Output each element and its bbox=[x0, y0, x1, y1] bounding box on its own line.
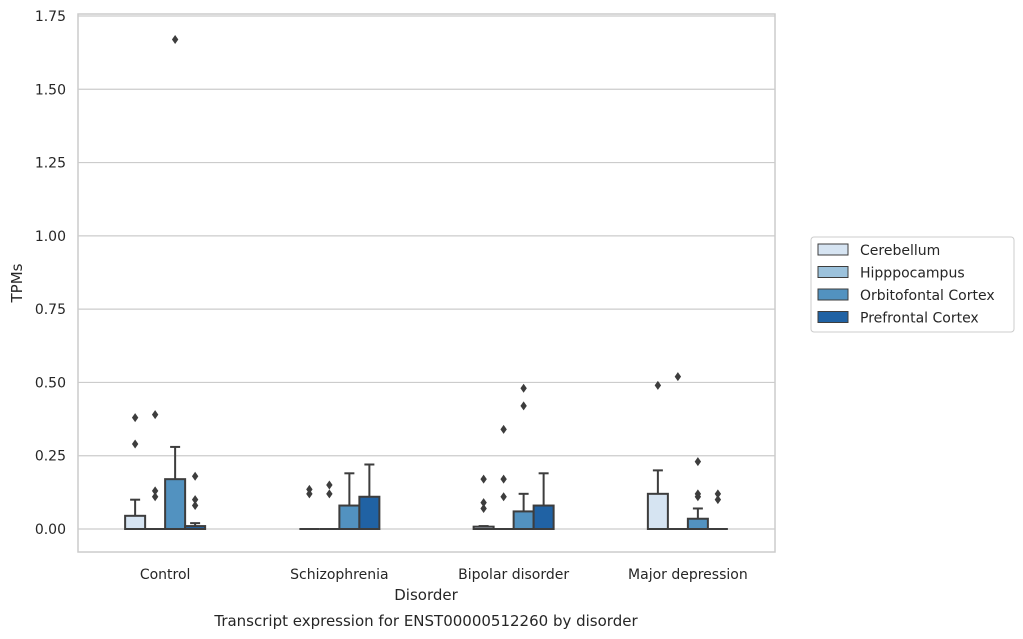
legend-frame bbox=[810, 236, 1015, 333]
legend: Cerebellum Hipppocampus Orbitofontal Corte… bbox=[810, 236, 1015, 333]
legend-swatch bbox=[817, 243, 849, 256]
box-body bbox=[338, 504, 361, 531]
outlier-point bbox=[674, 372, 682, 382]
box-body bbox=[124, 514, 147, 531]
legend-label: Prefrontal Cortex bbox=[860, 311, 979, 327]
legend-swatch bbox=[817, 288, 849, 301]
box-cerebellum bbox=[472, 525, 495, 530]
box-cerebellum bbox=[124, 498, 147, 531]
grid-layer bbox=[78, 15, 775, 530]
outlier-point bbox=[151, 492, 159, 502]
box-body bbox=[512, 510, 535, 531]
outlier-point bbox=[500, 424, 507, 434]
outlier-point bbox=[326, 480, 333, 490]
box-prefrontal-cortex bbox=[358, 463, 381, 530]
chart-title: Transcript expression for ENST0000051226… bbox=[213, 612, 638, 630]
y-tick-labels: 0.00 0.25 0.50 0.75 1.00 1.25 1.50 1.75 bbox=[35, 9, 66, 538]
box-cerebellum bbox=[646, 469, 669, 530]
outlier-point bbox=[500, 474, 507, 484]
outlier-point bbox=[714, 495, 722, 505]
y-tick-label: 1.50 bbox=[35, 82, 66, 98]
box-body bbox=[686, 517, 709, 530]
outlier-point bbox=[694, 457, 702, 467]
legend-label: Cerebellum bbox=[860, 243, 940, 259]
legend-swatch bbox=[817, 266, 849, 278]
outlier-point bbox=[171, 34, 179, 44]
x-tick-label: Schizophrenia bbox=[290, 567, 388, 583]
legend-label: Orbitofontal Cortex bbox=[860, 288, 995, 304]
box-orbitofontal-cortex bbox=[164, 445, 187, 530]
x-axis-label: Disorder bbox=[394, 586, 458, 604]
box-body bbox=[646, 492, 669, 530]
box-orbitofontal-cortex bbox=[686, 507, 709, 530]
outlier-point bbox=[480, 498, 487, 508]
legend-swatch bbox=[817, 311, 849, 323]
outlier-point bbox=[191, 501, 199, 511]
box-orbitofontal-cortex bbox=[338, 472, 361, 531]
outlier-point bbox=[480, 503, 487, 513]
outlier-point bbox=[714, 489, 722, 499]
box-prefrontal-cortex bbox=[184, 522, 207, 530]
y-tick-label: 0.75 bbox=[35, 302, 66, 318]
outlier-point bbox=[151, 410, 159, 420]
box-prefrontal-cortex bbox=[532, 472, 555, 531]
box-layer bbox=[124, 445, 728, 531]
y-tick-label: 1.25 bbox=[35, 156, 66, 172]
y-tick-label: 1.00 bbox=[35, 229, 66, 245]
legend-label: Hipppocampus bbox=[860, 266, 965, 282]
outlier-point bbox=[131, 413, 139, 423]
plot-frame bbox=[77, 13, 776, 553]
y-tick-label: 0.00 bbox=[35, 522, 66, 538]
outlier-point bbox=[151, 486, 159, 496]
y-axis-label: TPMs bbox=[8, 263, 26, 303]
y-tick-label: 0.50 bbox=[35, 375, 66, 391]
box-body bbox=[164, 478, 187, 530]
outlier-point bbox=[326, 489, 333, 499]
outlier-point bbox=[500, 492, 507, 502]
outlier-point bbox=[654, 380, 662, 390]
outlier-layer bbox=[131, 34, 722, 513]
x-tick-label: Major depression bbox=[628, 567, 748, 583]
y-tick-label: 1.75 bbox=[35, 9, 66, 25]
outlier-point bbox=[306, 484, 313, 494]
outlier-point bbox=[520, 383, 527, 393]
x-tick-label: Bipolar disorder bbox=[458, 567, 569, 583]
outlier-point bbox=[480, 474, 487, 484]
x-tick-label: Control bbox=[140, 567, 191, 583]
outlier-point bbox=[191, 471, 199, 481]
x-tick-labels: Control Schizophrenia Bipolar disorder Majo… bbox=[140, 567, 748, 583]
outlier-point bbox=[520, 401, 527, 411]
box-orbitofontal-cortex bbox=[512, 492, 535, 531]
outlier-point bbox=[694, 489, 702, 499]
outlier-point bbox=[191, 495, 199, 505]
y-tick-label: 0.25 bbox=[35, 449, 66, 465]
box-body bbox=[358, 495, 381, 530]
legend-items: Cerebellum Hipppocampus Orbitofontal Corte… bbox=[817, 243, 995, 327]
outlier-point bbox=[131, 439, 139, 449]
box-body bbox=[532, 504, 555, 531]
